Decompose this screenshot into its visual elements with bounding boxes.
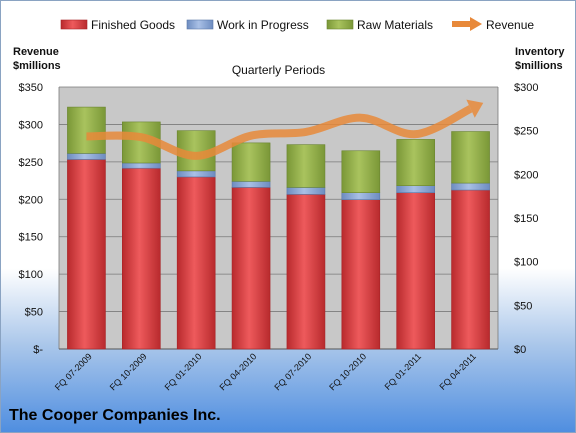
category-label: FQ 07-2009 bbox=[53, 351, 94, 392]
category-label: FQ 10-2009 bbox=[108, 351, 149, 392]
bar-raw-materials bbox=[231, 142, 271, 182]
left-axis-title: Revenue bbox=[13, 46, 59, 58]
revenue-arrowhead bbox=[466, 99, 484, 118]
bar-work-in-progress bbox=[122, 162, 161, 169]
left-tick-label: $300 bbox=[19, 119, 43, 131]
legend-swatch-finished bbox=[60, 19, 88, 30]
right-tick-label: $100 bbox=[514, 257, 538, 269]
left-tick-label: $- bbox=[33, 344, 43, 356]
bar-work-in-progress bbox=[396, 185, 435, 193]
category-label: FQ 01-2011 bbox=[383, 351, 424, 392]
left-tick-label: $350 bbox=[19, 82, 43, 94]
revenue-line bbox=[86, 105, 473, 160]
company-name: The Cooper Companies Inc. bbox=[9, 407, 221, 424]
bar-finished-goods bbox=[231, 187, 271, 350]
bar-finished-goods bbox=[286, 194, 326, 350]
category-label: FQ 04-2011 bbox=[437, 351, 478, 392]
bar-finished-goods bbox=[341, 199, 381, 350]
bar-work-in-progress bbox=[451, 182, 490, 191]
left-tick-label: $250 bbox=[19, 157, 43, 169]
right-tick-label: $150 bbox=[514, 213, 538, 225]
right-tick-label: $300 bbox=[514, 82, 538, 94]
right-axis-title: Inventory bbox=[515, 46, 565, 58]
bar-finished-goods bbox=[396, 192, 435, 350]
category-label: FQ 01-2010 bbox=[163, 351, 204, 392]
bar-raw-materials bbox=[286, 144, 326, 188]
right-tick-label: $200 bbox=[514, 169, 538, 181]
bar-raw-materials bbox=[67, 106, 106, 154]
bar-work-in-progress bbox=[176, 170, 216, 178]
plot-title: Quarterly Periods bbox=[232, 63, 325, 77]
legend-label-wip: Work in Progress bbox=[217, 18, 309, 32]
bar-raw-materials bbox=[451, 131, 490, 184]
bar-raw-materials bbox=[341, 150, 381, 193]
category-label: FQ 04-2010 bbox=[217, 351, 258, 392]
left-tick-label: $50 bbox=[25, 307, 43, 319]
bar-work-in-progress bbox=[67, 153, 106, 160]
legend-swatch-wip bbox=[186, 19, 214, 30]
bar-work-in-progress bbox=[231, 181, 271, 188]
right-axis-title: $millions bbox=[515, 60, 563, 72]
legend-label-revenue: Revenue bbox=[486, 18, 534, 32]
right-tick-label: $0 bbox=[514, 344, 526, 356]
bar-raw-materials bbox=[396, 139, 435, 186]
left-axis-title: $millions bbox=[13, 60, 61, 72]
legend-swatch-raw bbox=[326, 19, 354, 30]
category-label: FQ 10-2010 bbox=[327, 351, 368, 392]
left-tick-label: $200 bbox=[19, 194, 43, 206]
bar-work-in-progress bbox=[286, 187, 326, 195]
legend-label-finished: Finished Goods bbox=[91, 18, 175, 32]
right-tick-label: $50 bbox=[514, 300, 532, 312]
bar-finished-goods bbox=[67, 159, 106, 350]
left-tick-label: $100 bbox=[19, 269, 43, 281]
legend-label-raw: Raw Materials bbox=[357, 18, 433, 32]
legend-revenue-arrow bbox=[470, 17, 482, 31]
bar-finished-goods bbox=[451, 189, 490, 350]
category-label: FQ 07-2010 bbox=[272, 351, 313, 392]
left-tick-label: $150 bbox=[19, 232, 43, 244]
bar-work-in-progress bbox=[341, 192, 381, 200]
bar-finished-goods bbox=[176, 176, 216, 350]
right-tick-label: $250 bbox=[514, 126, 538, 138]
bar-finished-goods bbox=[122, 167, 161, 350]
